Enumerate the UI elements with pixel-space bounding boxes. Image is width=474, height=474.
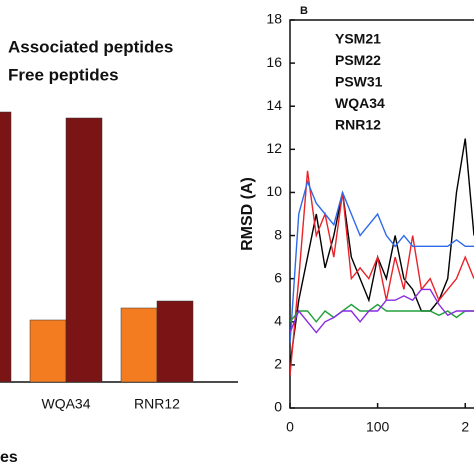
x-tick-label: 2 bbox=[461, 419, 469, 435]
y-axis-label: RMSD (A) bbox=[239, 177, 256, 251]
bar bbox=[120, 307, 158, 383]
y-tick-label: 16 bbox=[266, 54, 282, 70]
y-tick-label: 8 bbox=[274, 226, 282, 242]
y-tick-label: 18 bbox=[266, 11, 282, 27]
line-panel: B RMSD (A) 0 2 4 6 8 10 12 14 16 18 0 100 2 YSM21 PSM22 P… bbox=[239, 5, 474, 435]
line bbox=[290, 303, 474, 323]
line bbox=[290, 170, 474, 376]
y-tick-label: 6 bbox=[274, 269, 282, 285]
y-tick-label: 0 bbox=[274, 399, 282, 415]
x-tick-label: RNR12 bbox=[134, 396, 180, 412]
line bbox=[290, 179, 474, 344]
x-tick-label: 0 bbox=[286, 419, 294, 435]
x-tick-label: 100 bbox=[366, 419, 390, 435]
panel-label: B bbox=[300, 5, 308, 17]
bar bbox=[29, 319, 67, 383]
legend-label: PSW31 bbox=[335, 74, 383, 90]
legend-label: Associated peptides bbox=[8, 37, 173, 56]
legend-label: RNR12 bbox=[335, 117, 381, 133]
line bbox=[290, 138, 474, 365]
x-tick-label: WQA34 bbox=[41, 396, 90, 412]
y-tick-label: 10 bbox=[266, 183, 282, 199]
axes-frame bbox=[289, 19, 474, 409]
line bbox=[290, 288, 474, 334]
y-tick-label: 2 bbox=[274, 356, 282, 372]
y-tick-label: 12 bbox=[266, 140, 282, 156]
x-axis-label: es bbox=[0, 449, 18, 466]
legend-label: YSM21 bbox=[335, 31, 381, 47]
bar-panel: WQA34 RNR12 Associated peptides Free peptid… bbox=[0, 37, 238, 466]
legend-label: WQA34 bbox=[335, 95, 385, 111]
bar bbox=[65, 117, 103, 383]
y-tick-label: 14 bbox=[266, 97, 282, 113]
legend-label: PSM22 bbox=[335, 52, 381, 68]
bar bbox=[0, 111, 12, 383]
legend-label: Free peptides bbox=[8, 65, 119, 84]
bar bbox=[156, 300, 194, 383]
y-tick-label: 4 bbox=[274, 312, 282, 328]
plot-lines bbox=[290, 138, 474, 376]
